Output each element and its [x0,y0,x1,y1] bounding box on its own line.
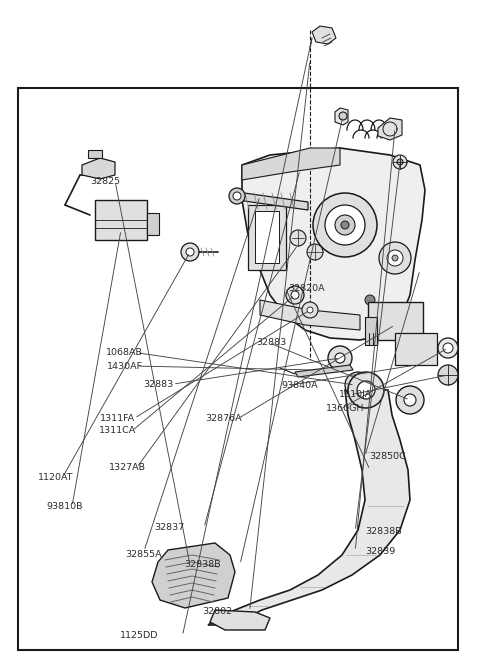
Circle shape [393,155,407,169]
Polygon shape [260,300,360,330]
Circle shape [357,381,375,399]
Text: 1125DD: 1125DD [120,631,158,641]
Circle shape [352,379,364,391]
Polygon shape [335,108,348,125]
Circle shape [181,243,199,261]
Text: 32820A: 32820A [288,284,324,293]
Bar [255,211,279,263]
Bar [88,150,102,158]
Text: 32850C: 32850C [370,452,407,461]
Circle shape [392,255,398,261]
Circle shape [396,386,424,414]
Circle shape [341,221,349,229]
Polygon shape [208,390,410,625]
Text: 1311CA: 1311CA [99,426,136,436]
Polygon shape [378,118,402,140]
Polygon shape [312,26,336,44]
Circle shape [443,343,453,353]
Text: 1327AB: 1327AB [108,463,146,472]
Text: 32883: 32883 [143,379,174,389]
Text: 32825: 32825 [91,177,120,186]
Circle shape [365,295,375,305]
Circle shape [404,394,416,406]
Text: 93840A: 93840A [282,381,318,390]
Circle shape [291,291,299,299]
Polygon shape [242,148,425,340]
Circle shape [186,248,194,256]
Bar [147,213,159,235]
Text: 32838B: 32838B [184,560,221,569]
Polygon shape [210,610,270,630]
Text: 32838B: 32838B [365,526,401,536]
Circle shape [335,353,345,363]
Bar [248,205,286,270]
Text: 1068AB: 1068AB [107,348,143,357]
Bar [395,333,437,365]
Bar [365,317,377,345]
Circle shape [325,205,365,245]
Polygon shape [152,543,235,608]
Text: 1311FA: 1311FA [100,413,135,423]
Circle shape [348,372,384,408]
Polygon shape [237,192,308,210]
Circle shape [379,242,411,274]
Circle shape [345,372,371,398]
Circle shape [290,230,306,246]
Circle shape [438,365,458,385]
Text: 32883: 32883 [256,338,287,347]
Bar [368,302,423,340]
Polygon shape [82,158,115,179]
Text: 1120AT: 1120AT [37,473,73,482]
Circle shape [307,244,323,260]
Text: 93810B: 93810B [47,502,83,511]
Circle shape [387,250,403,266]
Polygon shape [295,365,353,377]
Circle shape [328,346,352,370]
Text: 1310JA: 1310JA [338,390,372,399]
Text: 32837: 32837 [155,523,185,532]
Bar [18,88,458,650]
Circle shape [313,193,377,257]
Circle shape [286,286,304,304]
Circle shape [307,307,313,313]
Circle shape [229,188,245,204]
Bar [95,200,147,240]
Circle shape [397,159,403,165]
Text: 1360GH: 1360GH [326,404,365,413]
Circle shape [302,302,318,318]
Circle shape [233,192,241,200]
Circle shape [438,338,458,358]
Text: 1430AF: 1430AF [107,361,143,371]
Text: 32839: 32839 [365,546,395,556]
Text: 32855A: 32855A [126,550,162,559]
Text: 32876A: 32876A [205,414,241,424]
Text: 32802: 32802 [203,607,233,616]
Circle shape [339,112,347,120]
Polygon shape [242,148,340,180]
Circle shape [335,215,355,235]
